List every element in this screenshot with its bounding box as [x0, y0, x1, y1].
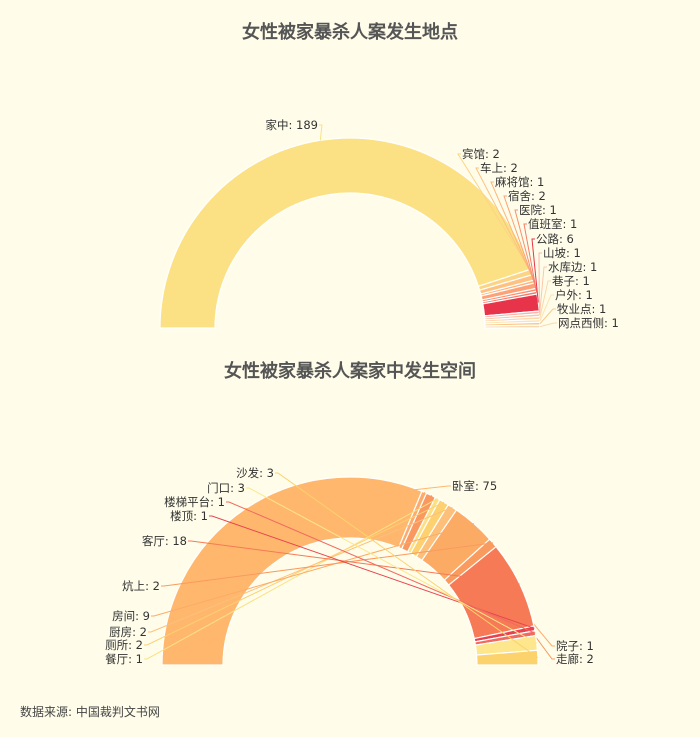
chart1-data-label-11: 户外: 1	[555, 288, 593, 302]
chart2-leader-line-9	[209, 515, 535, 629]
chart1-leader-line-6	[523, 223, 538, 293]
home-space-half-donut-chart: 卧室: 75 院子: 1走廊: 2 餐厅: 1厕所: 2厨房: 2 房间: 9 炕上: …	[105, 466, 594, 666]
chart1-data-label-12: 牧业点: 1	[557, 302, 606, 316]
chart2-leader-line-11	[246, 487, 537, 644]
chart1-leader-line-0	[319, 124, 323, 141]
chart1-leader-line-1	[457, 153, 532, 273]
chart2-data-label-10: 楼梯平台: 1	[164, 495, 225, 509]
chart2-data-label-7: 炕上: 2	[122, 579, 160, 593]
chart2-slice-12	[475, 649, 539, 666]
chart1-leader-line-10	[539, 280, 551, 319]
chart1-data-label-0: 家中: 189	[266, 118, 318, 132]
chart2-data-label-5: 厨房: 2	[109, 625, 147, 639]
chart1-data-label-9: 水库边: 1	[548, 260, 597, 274]
chart2-leader-line-0	[245, 485, 451, 510]
chart1-leader-line-7	[531, 238, 539, 303]
chart1-leader-line-4	[503, 195, 536, 286]
chart1-leader-line-12	[539, 308, 556, 325]
chart2-data-label-9: 楼顶: 1	[170, 509, 208, 523]
chart2-leader-line-4	[144, 501, 445, 646]
chart2-data-label-12: 沙发: 3	[236, 466, 274, 480]
chart-title-locations: 女性被家暴杀人案发生地点	[242, 22, 458, 43]
chart2-leader-line-7	[161, 542, 494, 587]
chart2-data-label-0: 卧室: 75	[452, 479, 497, 493]
chart1-leader-line-8	[538, 252, 542, 313]
chart1-data-label-1: 宾馆: 2	[462, 147, 500, 161]
data-source-note: 数据来源: 中国裁判文书网	[20, 705, 160, 719]
chart2-leader-line-6	[151, 523, 475, 617]
chart2-data-label-4: 厕所: 2	[105, 638, 143, 652]
chart2-data-label-11: 门口: 3	[207, 481, 245, 495]
chart1-data-label-2: 车上: 2	[480, 161, 518, 175]
chart1-data-label-5: 医院: 1	[519, 203, 557, 217]
chart2-data-label-6: 房间: 9	[112, 609, 150, 623]
chart1-data-label-7: 公路: 6	[536, 232, 574, 246]
chart2-data-label-2: 走廊: 2	[556, 652, 594, 666]
chart1-slice-0	[159, 137, 532, 329]
chart1-data-label-6: 值班室: 1	[528, 217, 577, 231]
chart1-leader-line-5	[514, 209, 537, 291]
chart1-leader-line-2	[475, 167, 534, 278]
chart2-data-label-1: 院子: 1	[556, 639, 594, 653]
chart1-leader-line-13	[539, 322, 557, 328]
chart1-data-label-8: 山坡: 1	[543, 246, 581, 260]
chart2-leader-line-8	[188, 540, 520, 585]
chart2-data-label-3: 餐厅: 1	[105, 652, 143, 666]
chart2-slice-0	[161, 476, 423, 666]
chart2-leader-line-5	[148, 506, 453, 633]
chart1-data-label-4: 宿舍: 2	[508, 189, 546, 203]
chart2-data-label-8: 客厅: 18	[142, 534, 187, 548]
chart1-data-label-10: 巷子: 1	[552, 274, 590, 288]
chart2-leader-line-10	[226, 501, 536, 634]
chart-title-home-spaces: 女性被家暴杀人案家中发生空间	[224, 361, 476, 382]
chart2-leader-line-12	[275, 472, 539, 659]
chart1-leader-line-3	[490, 181, 535, 282]
chart1-leader-line-9	[539, 266, 547, 316]
chart1-slice-13	[484, 324, 541, 329]
chart1-data-label-13: 网点西侧: 1	[558, 316, 619, 330]
chart1-leader-line-11	[539, 294, 554, 322]
chart1-data-label-3: 麻将馆: 1	[495, 175, 544, 189]
